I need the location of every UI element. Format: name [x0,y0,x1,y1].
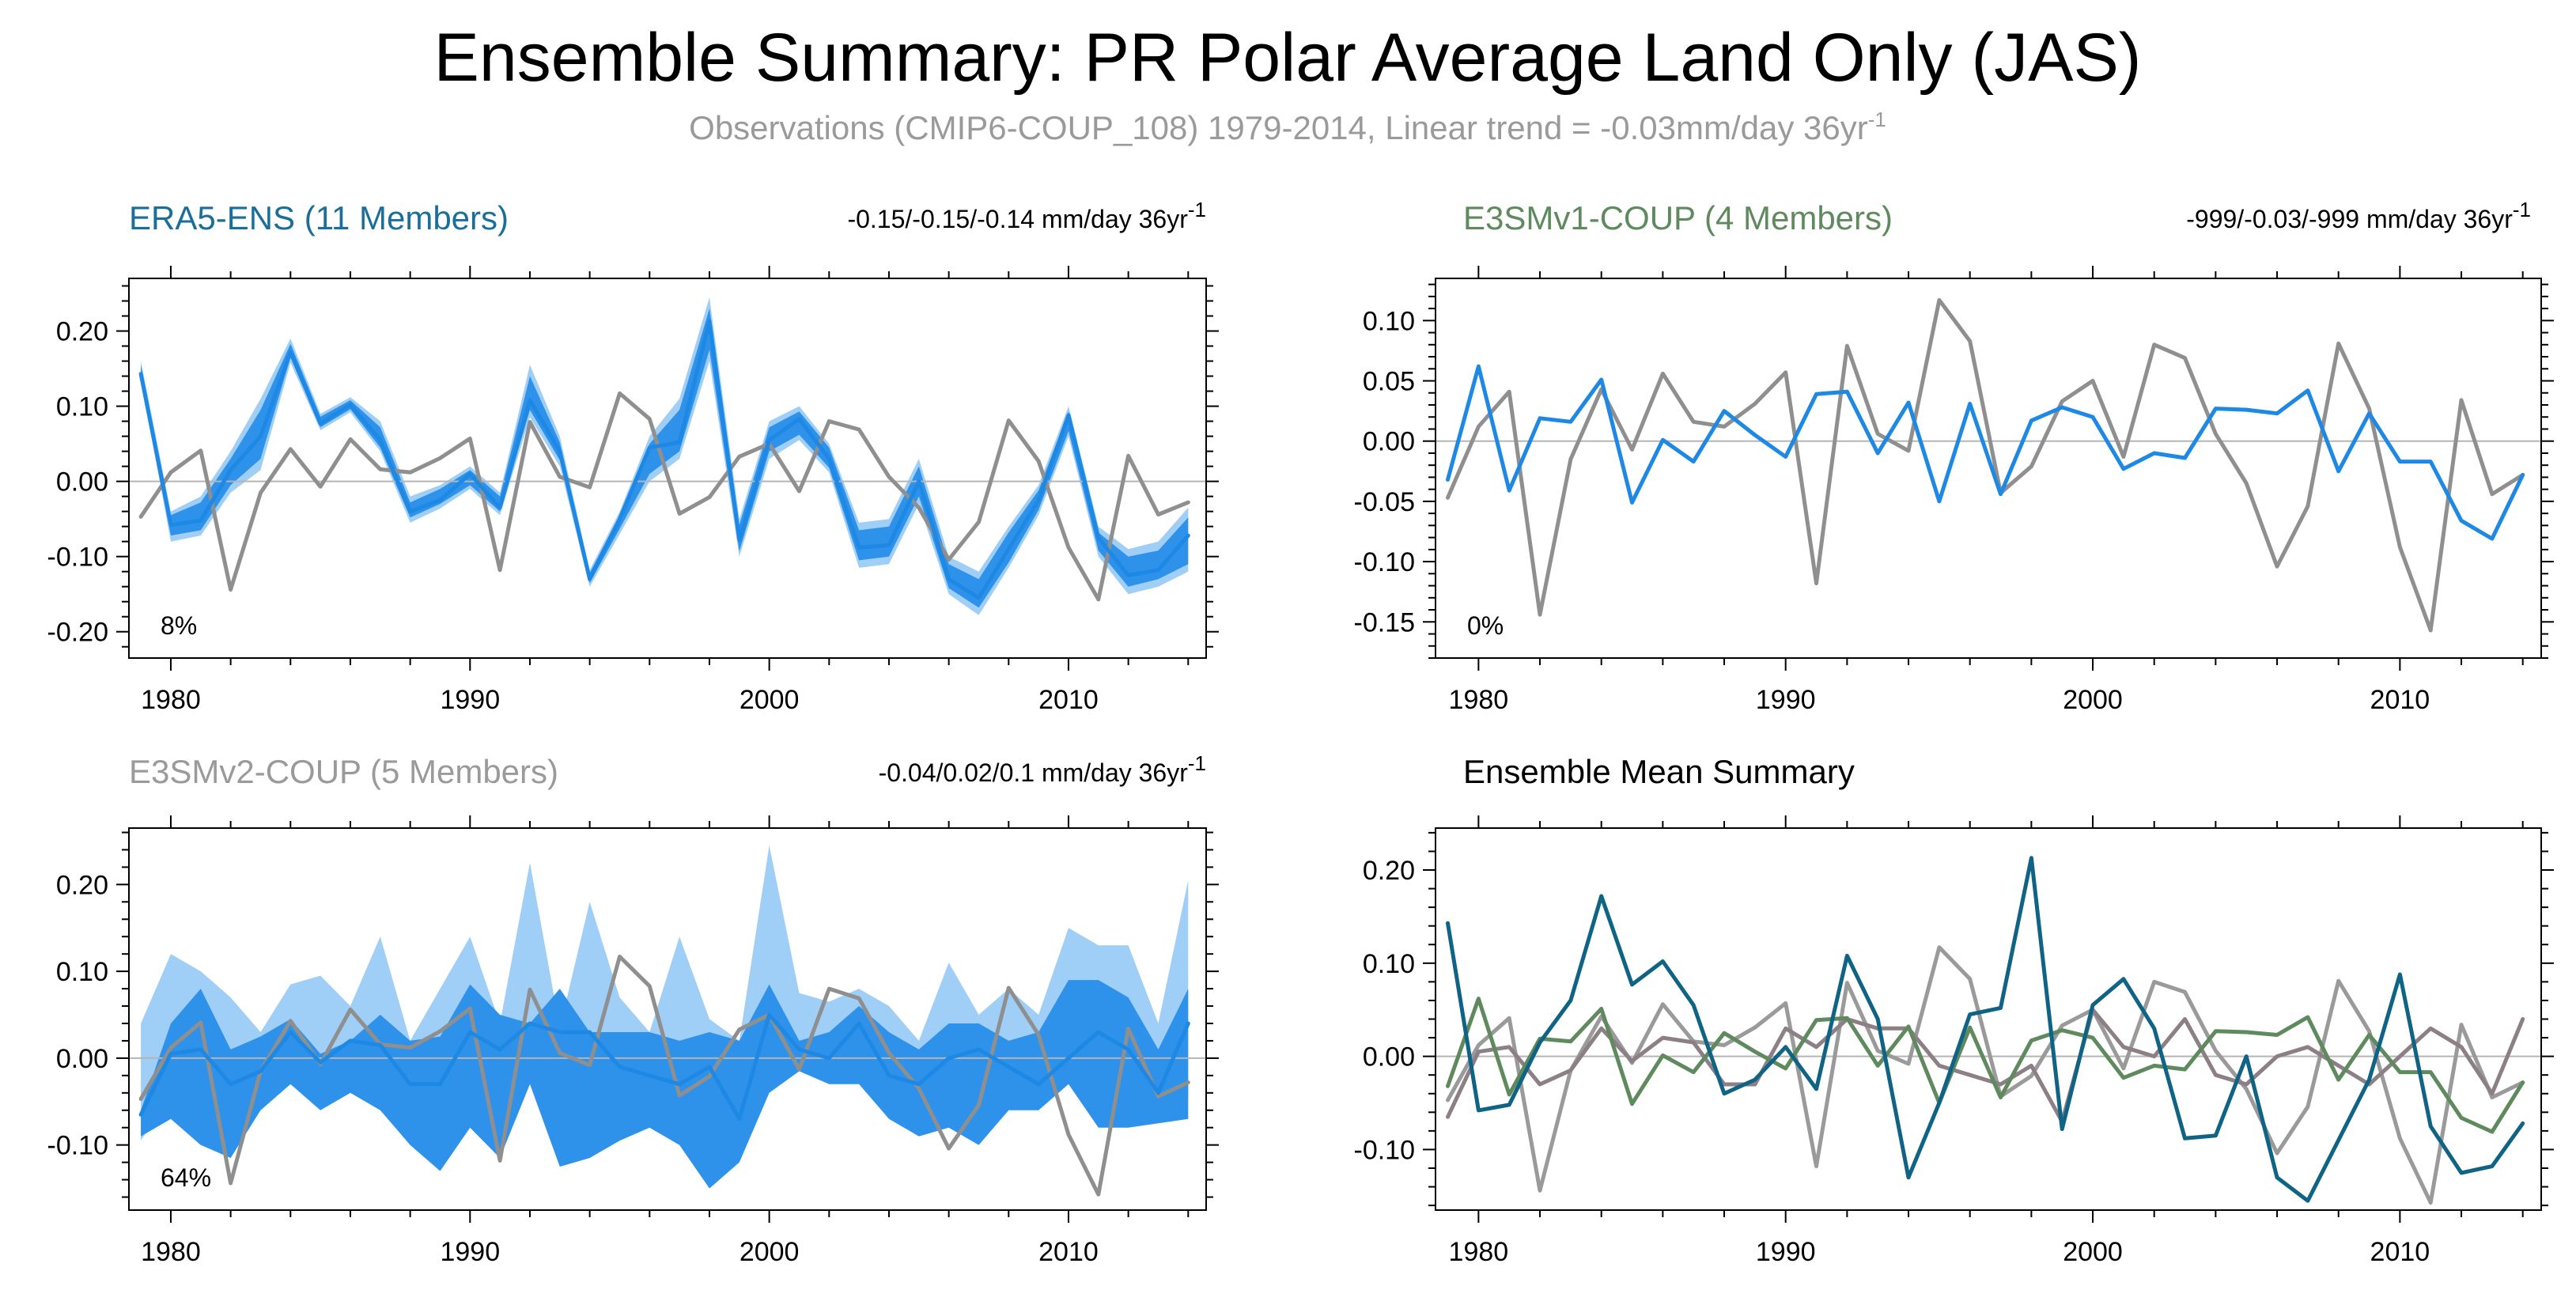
xtick-label: 2010 [1038,1237,1099,1267]
xtick-label: 1990 [1756,1237,1816,1267]
ytick-label: 0.00 [56,467,108,497]
panel-title: Ensemble Mean Summary [1463,753,1855,790]
xtick-label: 1980 [1449,685,1509,715]
ytick-label: -0.10 [47,543,109,573]
panel-summary: Ensemble Mean Summary -0.10 0.00 0.10 0.20 19… [1354,753,2554,1267]
percent-label: 0% [1467,611,1504,640]
xtick-label: 1980 [1449,1237,1509,1267]
figure-subtitle: Observations (CMIP6-COUP_108) 1979-2014,… [689,108,1886,146]
xtick-label: 2000 [2063,685,2123,715]
percent-label: 8% [161,611,197,640]
trend-label-sup: -1 [1188,751,1206,775]
ytick-label: -0.10 [1354,547,1416,577]
panel-e3smv2: E3SMv2-COUP (5 Members) -0.04/0.02/0.1 mm… [47,751,1219,1267]
plot-area [129,845,1206,1197]
ytick-label: 0.20 [56,870,108,900]
band-interquartile [141,980,1189,1189]
figure-subtitle-sup: -1 [1868,108,1886,131]
series-line-ensemble-mean [138,1012,1190,1122]
ytick-label: 0.10 [56,957,108,987]
trend-label-text: -0.04/0.02/0.1 mm/day 36yr [879,758,1189,787]
ytick-label: 0.10 [1363,949,1415,979]
series-line-e3smv1-coup [1446,997,2525,1134]
xtick-label: 1990 [1756,685,1816,715]
xtick-label: 2010 [2370,685,2430,715]
plot-frame [128,278,1207,659]
xtick-label: 2010 [1038,685,1099,715]
xtick-label: 2010 [2370,1237,2430,1267]
ytick-label: -0.05 [1354,487,1416,517]
xtick-label: 1980 [141,1237,201,1267]
trend-label: -0.04/0.02/0.1 mm/day 36yr-1 [879,751,1206,787]
xtick-label: 2000 [740,1237,800,1267]
band-interquartile [141,308,1189,608]
panel-title: E3SMv2-COUP (5 Members) [129,753,558,790]
ytick-label: 0.00 [1363,1042,1415,1072]
panel-e3smv1: E3SMv1-COUP (4 Members) -999/-0.03/-999 m… [1354,198,2554,715]
panels: ERA5-ENS (11 Members) -0.15/-0.15/-0.14 m… [47,198,2554,1267]
trend-label: -999/-0.03/-999 mm/day 36yr-1 [2186,198,2531,233]
ytick-label: 0.10 [1363,306,1415,336]
ytick-label: 0.20 [56,317,108,347]
panel-title: E3SMv1-COUP (4 Members) [1463,199,1893,236]
figure-subtitle-text: Observations (CMIP6-COUP_108) 1979-2014,… [689,109,1868,146]
plot-area [1436,297,2541,633]
trend-label-sup: -1 [2513,198,2531,221]
trend-label-sup: -1 [1188,198,1206,221]
ytick-label: -0.20 [47,618,109,648]
percent-label: 64% [161,1163,211,1192]
trend-label: -0.15/-0.15/-0.14 mm/day 36yr-1 [847,198,1206,233]
ytick-label: -0.15 [1354,607,1416,637]
ytick-label: 0.00 [1363,427,1415,457]
series-line-observations-cmip6-coup-108 [1446,297,2525,633]
xtick-label: 2000 [740,685,800,715]
series-line-observations-cmip6-coup-108 [138,391,1190,602]
xtick-label: 2000 [2063,1237,2123,1267]
ytick-label: 0.00 [56,1044,108,1074]
series-line-observations-cmip6-coup-108 [1446,945,2525,1205]
panel-era5: ERA5-ENS (11 Members) -0.15/-0.15/-0.14 m… [47,198,1219,715]
plot-frame [1435,278,2542,659]
ytick-label: 0.20 [1363,856,1415,886]
figure-title: Ensemble Summary: PR Polar Average Land … [434,20,2142,96]
ytick-label: -0.10 [1354,1135,1416,1165]
series-line-ensemble-mean [138,319,1190,600]
ytick-label: 0.05 [1363,367,1415,397]
trend-label-text: -999/-0.03/-999 mm/day 36yr [2186,205,2513,233]
plot-area [1436,856,2541,1205]
plot-frame [128,827,1207,1211]
xtick-label: 1990 [440,685,500,715]
series-line-era5-ens [1446,856,2525,1203]
xtick-label: 1980 [141,685,201,715]
ytick-label: 0.10 [56,392,108,422]
panel-title: ERA5-ENS (11 Members) [129,199,509,236]
trend-label-text: -0.15/-0.15/-0.14 mm/day 36yr [847,205,1188,233]
ytick-label: -0.10 [47,1131,109,1161]
plot-area [129,297,1206,615]
xtick-label: 1990 [440,1237,500,1267]
series-line-ensemble-mean [1446,364,2525,541]
